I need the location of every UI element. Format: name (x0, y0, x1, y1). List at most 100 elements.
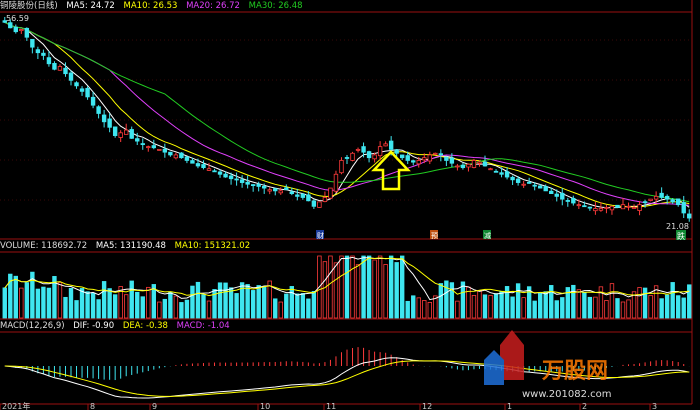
volume-bar (41, 286, 46, 319)
candle-body (355, 148, 361, 151)
volume-bar (582, 292, 587, 319)
volume-ma5-line (4, 256, 690, 301)
volume-bar (488, 294, 493, 319)
candle (52, 61, 57, 71)
x-tick-label: 1 (507, 402, 512, 410)
candle (24, 27, 30, 41)
candle-body (609, 205, 615, 211)
badge-forecast-text: 预 (431, 231, 438, 240)
candle (173, 152, 179, 160)
candle (598, 202, 604, 212)
volume-bar (361, 255, 366, 319)
volume-bar (510, 296, 515, 319)
volume-bar (593, 296, 598, 319)
candle (664, 194, 670, 205)
candle-body (151, 145, 156, 149)
badge-reduce[interactable]: 减 (483, 230, 491, 240)
volume-bar (173, 295, 179, 319)
volume-bar (383, 264, 388, 319)
candle (344, 154, 350, 164)
candle (681, 195, 686, 218)
volume-bar (416, 297, 421, 319)
candle-body (538, 185, 543, 189)
candle (504, 167, 510, 180)
candle-body (427, 154, 432, 162)
badge-reduce-text: 减 (484, 231, 491, 240)
candle (295, 188, 300, 201)
x-tick-label: 2 (582, 402, 587, 410)
volume-bar (256, 285, 261, 319)
candle-body (129, 129, 134, 139)
candle (648, 198, 653, 202)
x-tick-label: 3 (652, 402, 657, 410)
candle (35, 46, 41, 60)
candle (488, 167, 493, 171)
candle (322, 191, 328, 203)
volume-bar (615, 298, 620, 319)
dif-line (4, 357, 690, 399)
badge-forecast[interactable]: 预 (430, 230, 438, 240)
candle-body (278, 190, 283, 194)
x-tick-label: 10 (260, 402, 270, 410)
candle (146, 145, 151, 152)
volume-bar (521, 297, 526, 319)
candle (311, 199, 317, 209)
candle-body (19, 29, 24, 32)
candle (306, 191, 311, 202)
volume-bar (687, 284, 692, 319)
candle-body (510, 176, 515, 181)
candle-body (300, 193, 306, 198)
badge-finance[interactable]: 财 (316, 230, 324, 240)
dea-label: DEA: -0.38 (122, 321, 168, 331)
candle (366, 150, 372, 163)
volume-bar (438, 283, 444, 319)
volume-ma10-label: MA10: 151321.02 (174, 241, 251, 251)
candle (245, 175, 250, 189)
candle-body (554, 193, 559, 197)
candle-body (455, 165, 460, 168)
candle-body (571, 197, 576, 204)
volume-bar (234, 293, 239, 319)
candle-body (377, 146, 383, 157)
candle (471, 158, 477, 169)
candle-body (90, 96, 96, 106)
candle-body (96, 106, 101, 114)
candle (179, 152, 184, 159)
candle-body (521, 183, 526, 186)
volume-bar (554, 300, 559, 319)
candle-body (317, 201, 322, 208)
candle-body (676, 198, 681, 206)
candle (256, 181, 261, 192)
volume-bar (90, 292, 96, 319)
candle-body (8, 22, 13, 29)
volume-bar (151, 284, 156, 319)
candle (63, 62, 68, 77)
candle-body (681, 202, 686, 214)
candle (333, 170, 339, 194)
volume-ma10-line (4, 257, 690, 297)
candle (74, 81, 79, 89)
candle (449, 153, 455, 167)
badge-fall[interactable]: 跌 (676, 230, 686, 241)
candle-body (162, 148, 168, 153)
candle (554, 189, 559, 202)
candle-body (311, 200, 317, 207)
candle (438, 149, 444, 162)
candle (157, 148, 162, 151)
candle (455, 163, 460, 171)
candle-body (46, 57, 52, 65)
badge-fall-text: 跌 (677, 231, 685, 241)
volume-bar (250, 290, 256, 319)
candle-body (168, 151, 173, 156)
candle-body (438, 153, 444, 156)
volume-bar (532, 300, 537, 319)
volume-bar (571, 284, 576, 319)
candle (168, 151, 173, 157)
volume-bar (515, 283, 521, 319)
volume-bar (322, 261, 328, 319)
candle-body (687, 213, 692, 219)
ma30-line (4, 21, 690, 203)
candle (416, 156, 421, 168)
candle-body (101, 114, 107, 123)
volume-bar (289, 286, 294, 319)
